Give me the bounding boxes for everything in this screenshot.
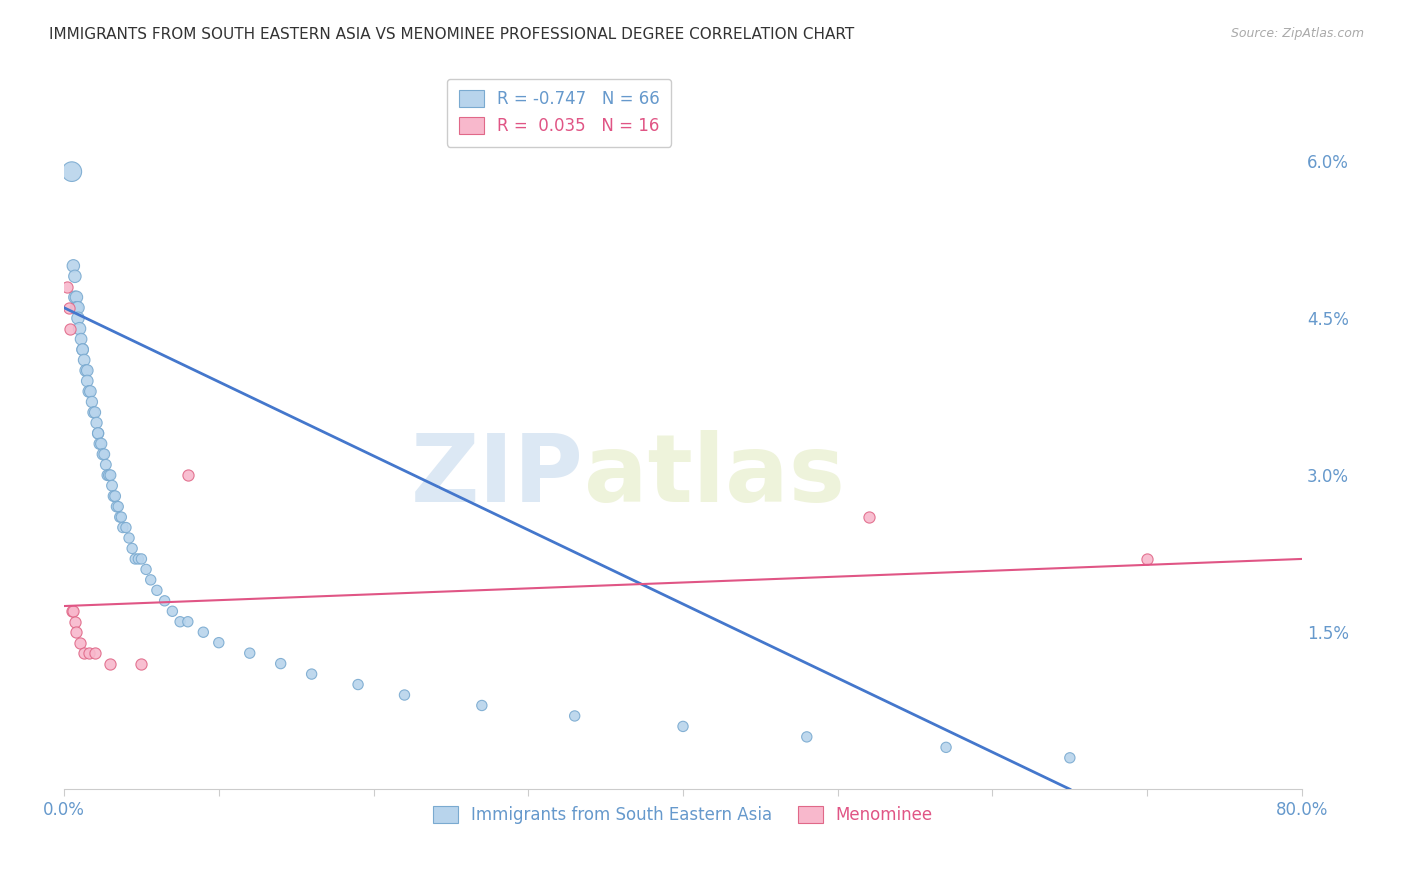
Point <box>101 478 124 492</box>
Point <box>1059 751 1081 765</box>
Point <box>90 437 112 451</box>
Point <box>270 657 292 671</box>
Point <box>169 615 191 629</box>
Point <box>153 594 176 608</box>
Point <box>162 604 184 618</box>
Text: Source: ZipAtlas.com: Source: ZipAtlas.com <box>1230 27 1364 40</box>
Point <box>63 269 86 284</box>
Point <box>73 646 96 660</box>
Point <box>564 709 586 723</box>
Point <box>70 332 93 346</box>
Point <box>65 625 87 640</box>
Text: atlas: atlas <box>583 430 845 522</box>
Point <box>100 468 122 483</box>
Point <box>394 688 416 702</box>
Point <box>208 635 231 649</box>
Text: ZIP: ZIP <box>411 430 583 522</box>
Point <box>858 510 880 524</box>
Point <box>89 437 111 451</box>
Point <box>91 447 114 461</box>
Point <box>935 740 957 755</box>
Point <box>110 510 132 524</box>
Point <box>108 510 131 524</box>
Point <box>76 363 98 377</box>
Point <box>84 405 107 419</box>
Point <box>127 552 149 566</box>
Point <box>347 677 370 691</box>
Point <box>79 384 101 399</box>
Point <box>1136 552 1159 566</box>
Point <box>121 541 143 556</box>
Point <box>63 290 86 304</box>
Point <box>177 468 200 483</box>
Point <box>107 500 129 514</box>
Point <box>62 259 84 273</box>
Point <box>118 531 141 545</box>
Point <box>796 730 818 744</box>
Point <box>146 583 169 598</box>
Point <box>72 343 94 357</box>
Point <box>131 552 153 566</box>
Point <box>73 353 96 368</box>
Point <box>96 468 118 483</box>
Point <box>76 374 98 388</box>
Point <box>135 562 157 576</box>
Point <box>66 311 89 326</box>
Point <box>124 552 146 566</box>
Point <box>139 573 162 587</box>
Point <box>60 604 83 618</box>
Point <box>63 615 86 629</box>
Point <box>86 416 108 430</box>
Point <box>75 363 97 377</box>
Point <box>59 321 82 335</box>
Legend: Immigrants from South Eastern Asia, Menominee: Immigrants from South Eastern Asia, Meno… <box>423 796 943 834</box>
Text: IMMIGRANTS FROM SOUTH EASTERN ASIA VS MENOMINEE PROFESSIONAL DEGREE CORRELATION : IMMIGRANTS FROM SOUTH EASTERN ASIA VS ME… <box>49 27 855 42</box>
Point <box>131 657 153 671</box>
Point <box>103 489 125 503</box>
Point <box>82 405 104 419</box>
Point <box>97 468 120 483</box>
Point <box>69 635 91 649</box>
Point <box>93 447 115 461</box>
Point <box>471 698 494 713</box>
Point <box>301 667 323 681</box>
Point <box>87 426 110 441</box>
Point <box>69 321 91 335</box>
Point <box>672 719 695 733</box>
Point <box>77 646 100 660</box>
Point <box>84 646 107 660</box>
Point <box>104 489 127 503</box>
Point <box>65 290 87 304</box>
Point <box>177 615 200 629</box>
Point <box>87 426 110 441</box>
Point <box>72 343 94 357</box>
Point <box>56 280 79 294</box>
Point <box>193 625 215 640</box>
Point <box>66 301 89 315</box>
Point <box>80 395 103 409</box>
Point <box>105 500 128 514</box>
Point <box>65 301 87 315</box>
Point <box>111 520 134 534</box>
Point <box>58 301 80 315</box>
Point <box>77 384 100 399</box>
Point <box>115 520 138 534</box>
Point <box>100 657 122 671</box>
Point <box>239 646 262 660</box>
Point <box>60 164 83 178</box>
Point <box>62 604 84 618</box>
Point <box>94 458 117 472</box>
